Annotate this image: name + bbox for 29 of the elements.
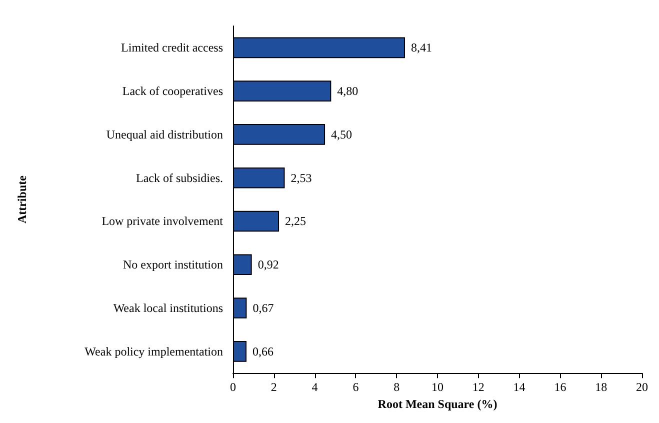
- y-tick-label: Unequal aid distribution: [106, 127, 223, 142]
- x-tick-label: 10: [432, 380, 444, 394]
- data-label: 8,41: [410, 40, 432, 55]
- data-label: 0,66: [252, 344, 274, 358]
- x-tick-label: 12: [472, 380, 484, 394]
- x-tick-label: 18: [595, 380, 608, 394]
- x-tick-label: 6: [352, 380, 359, 394]
- x-tick-label: 16: [554, 380, 566, 394]
- x-tick-label: 20: [636, 380, 648, 394]
- y-tick-label: Limited credit access: [121, 40, 224, 55]
- x-tick-label: 8: [394, 380, 400, 394]
- y-tick-label: Lack of subsidies.: [136, 170, 223, 185]
- y-tick-label: Weak policy implementation: [84, 344, 223, 358]
- y-tick-label: Weak local institutions: [113, 301, 224, 316]
- data-label: 4,80: [337, 84, 358, 98]
- y-axis-title: Attribute: [15, 174, 29, 224]
- x-axis-title: Root Mean Square (%): [378, 397, 498, 411]
- data-label: 2,53: [290, 170, 312, 185]
- data-label: 0,67: [252, 301, 274, 316]
- y-tick-label: No export institution: [123, 258, 223, 272]
- y-tick-label: Low private involvement: [102, 214, 224, 228]
- data-label: 4,50: [331, 127, 352, 142]
- data-label: 0,92: [258, 258, 279, 272]
- x-tick-label: 14: [513, 380, 526, 394]
- x-tick-label: 4: [312, 380, 318, 394]
- y-tick-label: Lack of cooperatives: [122, 84, 224, 98]
- x-tick-label: 0: [230, 380, 236, 394]
- x-tick-label: 2: [270, 380, 277, 394]
- data-label: 2,25: [285, 214, 306, 228]
